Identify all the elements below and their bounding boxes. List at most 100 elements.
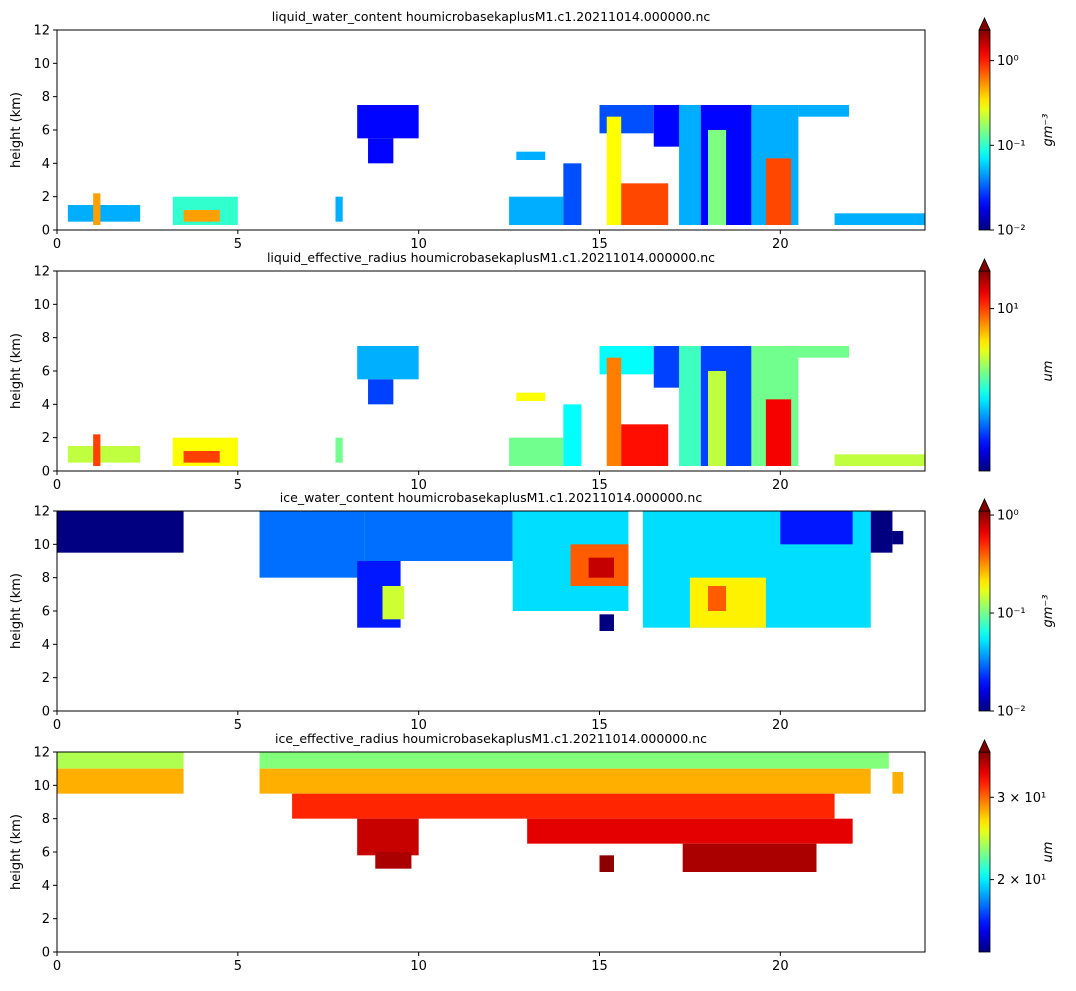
- x-tick-label: 10: [410, 718, 427, 733]
- cell: [606, 357, 622, 466]
- cell: [93, 434, 101, 466]
- chart-title: liquid_water_content houmicrobasekaplusM…: [272, 9, 711, 24]
- cell: [67, 446, 141, 463]
- y-tick-label: 10: [33, 538, 50, 553]
- x-tick-label: 10: [410, 237, 427, 252]
- cell: [892, 531, 904, 545]
- y-tick-label: 2: [42, 912, 50, 927]
- y-tick-label: 12: [33, 265, 50, 280]
- cell: [93, 193, 101, 225]
- cell: [57, 752, 184, 769]
- cell: [870, 511, 893, 553]
- chart-title: ice_effective_radius houmicrobasekaplusM…: [275, 731, 707, 746]
- x-tick-label: 10: [410, 478, 427, 493]
- y-tick-label: 2: [42, 671, 50, 686]
- cell: [780, 511, 853, 545]
- cell: [368, 379, 394, 405]
- y-tick-label: 12: [33, 24, 50, 39]
- cell: [798, 346, 850, 358]
- x-tick-label: 20: [772, 718, 789, 733]
- colorbar-tick-label: 3 × 10¹: [997, 791, 1046, 806]
- y-tick-label: 0: [42, 946, 50, 961]
- cell: [57, 768, 184, 794]
- cell: [357, 105, 419, 139]
- cell: [563, 163, 582, 225]
- cell: [516, 151, 546, 160]
- colorbar-tick-label: 10⁻²: [997, 224, 1026, 239]
- cell: [599, 614, 614, 631]
- cell: [708, 586, 727, 611]
- x-tick-label: 5: [234, 718, 242, 733]
- x-tick-label: 15: [591, 718, 608, 733]
- colorbar-tick-label: 10¹: [997, 302, 1019, 317]
- cell: [357, 818, 419, 856]
- colorbar-tick-label: 10⁻²: [997, 705, 1026, 720]
- chart-title: ice_water_content houmicrobasekaplusM1.c…: [280, 490, 703, 505]
- cell: [765, 399, 792, 466]
- colorbar-extend: [978, 17, 991, 31]
- colorbar-label: gm⁻³: [1041, 114, 1056, 147]
- x-tick-label: 15: [591, 237, 608, 252]
- colorbar-tick-label: 2 × 10¹: [997, 873, 1046, 888]
- y-tick-label: 6: [42, 605, 50, 620]
- cell: [621, 183, 669, 225]
- x-tick-label: 10: [410, 959, 427, 974]
- y-tick-label: 12: [33, 746, 50, 761]
- y-tick-label: 8: [42, 90, 50, 105]
- y-tick-label: 6: [42, 846, 50, 861]
- colorbar: [978, 510, 991, 712]
- y-tick-label: 6: [42, 124, 50, 139]
- cell: [679, 346, 701, 466]
- y-tick-label: 0: [42, 705, 50, 720]
- cell: [892, 772, 904, 794]
- cell: [183, 210, 220, 222]
- colorbar-label: um: [1041, 361, 1056, 382]
- cell: [259, 752, 889, 769]
- x-tick-label: 5: [234, 959, 242, 974]
- cell: [708, 130, 727, 225]
- colorbar-tick-label: 10⁻¹: [997, 607, 1026, 622]
- cell: [67, 205, 141, 222]
- cell: [798, 105, 850, 117]
- cell: [689, 577, 766, 628]
- cell: [259, 511, 365, 578]
- cell: [368, 138, 394, 164]
- y-axis-label: height (km): [9, 333, 24, 409]
- y-tick-label: 0: [42, 224, 50, 239]
- cell: [292, 793, 835, 819]
- y-tick-label: 10: [33, 298, 50, 313]
- cell: [679, 105, 701, 225]
- cell: [599, 855, 614, 872]
- colorbar: [978, 29, 991, 231]
- colorbar-extend: [978, 258, 991, 272]
- x-tick-label: 5: [234, 237, 242, 252]
- y-tick-label: 8: [42, 331, 50, 346]
- colorbar-tick-label: 10⁻¹: [997, 139, 1026, 154]
- cell: [527, 818, 853, 844]
- colorbar-extend: [978, 739, 991, 753]
- cell: [509, 196, 564, 225]
- cell: [509, 437, 564, 466]
- y-tick-label: 8: [42, 571, 50, 586]
- colorbar-extend: [978, 498, 991, 512]
- y-tick-label: 4: [42, 398, 50, 413]
- cell: [834, 213, 925, 225]
- colorbar: [978, 270, 991, 472]
- y-tick-label: 10: [33, 779, 50, 794]
- x-tick-label: 0: [53, 478, 61, 493]
- cell: [364, 511, 513, 561]
- cell: [357, 346, 419, 380]
- cell: [259, 768, 871, 794]
- cell: [708, 371, 727, 466]
- colorbar-tick-label: 10⁰: [997, 509, 1019, 524]
- colorbar-tick-label: 10⁰: [997, 54, 1019, 69]
- y-tick-label: 6: [42, 365, 50, 380]
- y-tick-label: 4: [42, 879, 50, 894]
- colorbar-label: gm⁻³: [1041, 595, 1056, 628]
- y-axis-label: height (km): [9, 814, 24, 890]
- colorbar: [978, 751, 991, 953]
- cell: [621, 424, 669, 466]
- x-tick-label: 20: [772, 959, 789, 974]
- y-tick-label: 4: [42, 157, 50, 172]
